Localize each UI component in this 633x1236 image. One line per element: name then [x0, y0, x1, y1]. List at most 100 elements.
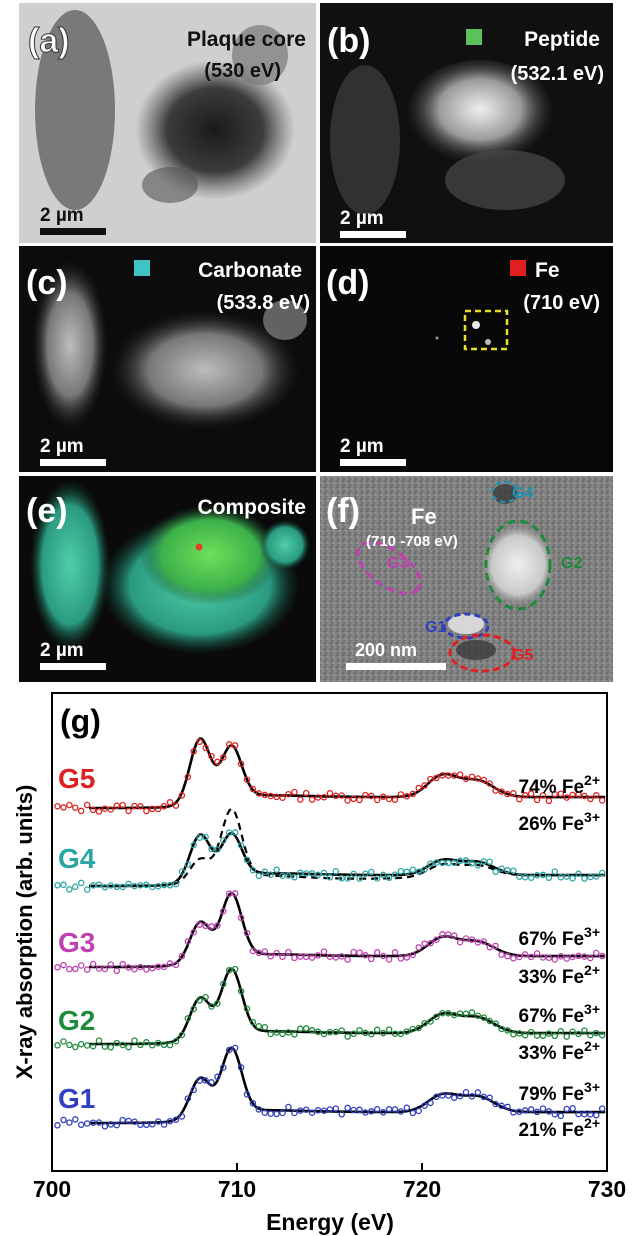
- data-point-g2: [527, 1028, 535, 1036]
- data-point-g5: [356, 796, 363, 804]
- panel-b-particle: [445, 150, 565, 210]
- data-point-g2: [89, 1042, 97, 1050]
- data-point-g5: [474, 775, 482, 782]
- data-point-g5: [107, 806, 115, 813]
- data-point-g1: [172, 1116, 180, 1123]
- data-point-g4: [492, 868, 499, 876]
- data-point-g2: [445, 1010, 452, 1017]
- series-labels: G5 G4 G3 G2 G1: [58, 763, 96, 1114]
- panel-e: (e) Composite 2 µm: [19, 476, 316, 682]
- data-point-g5: [77, 807, 85, 815]
- composition-annotation: 67% Fe3+: [519, 924, 600, 950]
- data-point-g4: [190, 841, 197, 849]
- data-point-g4: [527, 874, 535, 881]
- data-point-g2: [545, 1030, 553, 1037]
- panel-e-fe-spot: [195, 543, 203, 551]
- data-point-g3: [415, 944, 422, 951]
- fit-curve-g1: [89, 1046, 606, 1125]
- data-point-g3: [439, 931, 446, 938]
- data-point-g2: [66, 1041, 73, 1049]
- data-point-g3: [474, 939, 482, 946]
- data-point-g1: [261, 1109, 269, 1116]
- data-point-g4: [326, 874, 334, 881]
- series-label-g2: G2: [58, 1005, 95, 1036]
- data-point-g3: [379, 952, 387, 960]
- panel-d-scale-bar: [340, 459, 406, 466]
- data-point-g2: [403, 1028, 411, 1035]
- data-point-g3: [297, 953, 304, 960]
- data-point-g5: [160, 802, 168, 810]
- data-point-g2: [291, 1031, 298, 1038]
- data-point-g4: [362, 870, 369, 877]
- data-point-g5: [237, 760, 245, 768]
- data-point-g5: [373, 796, 381, 804]
- data-point-g3: [196, 921, 203, 929]
- data-point-g3: [60, 961, 67, 969]
- data-point-g4: [255, 872, 263, 880]
- data-point-g1: [521, 1107, 529, 1114]
- panel-e-particle: [30, 480, 110, 650]
- composition-annotation: 79% Fe3+: [519, 1079, 600, 1105]
- panel-b-swatch: [466, 29, 482, 45]
- data-point-g2: [231, 965, 239, 973]
- data-point-g3: [326, 953, 334, 960]
- data-point-g4: [575, 870, 582, 878]
- data-point-g1: [421, 1102, 428, 1109]
- data-point-g3: [338, 953, 345, 960]
- data-point-g4: [285, 872, 292, 879]
- chart-frame: [51, 692, 608, 1172]
- panel-c-energy: (533.8 eV): [217, 292, 310, 314]
- panel-d-letter: (d): [326, 264, 369, 302]
- data-point-g5: [202, 744, 209, 752]
- data-point-g3: [249, 947, 257, 955]
- data-point-g3: [83, 966, 91, 973]
- data-point-g5: [557, 790, 565, 797]
- data-point-g3: [107, 961, 115, 968]
- data-point-g3: [320, 948, 328, 955]
- data-point-g3: [433, 936, 440, 944]
- data-point-g1: [119, 1116, 126, 1124]
- data-point-g1: [516, 1108, 523, 1116]
- data-point-g5: [468, 773, 476, 780]
- data-point-g2: [72, 1043, 79, 1051]
- data-point-g2: [131, 1037, 138, 1044]
- data-point-g3: [356, 949, 363, 956]
- panel-a-particle: [35, 10, 115, 210]
- panel-e-letter: (e): [26, 492, 68, 530]
- data-point-g1: [362, 1109, 369, 1116]
- panel-c-letter: (c): [26, 264, 68, 302]
- data-point-g5: [433, 774, 440, 782]
- data-point-g4: [445, 859, 452, 867]
- data-point-g5: [385, 795, 393, 803]
- spectra-curves: [54, 737, 606, 1130]
- data-point-g3: [308, 954, 316, 961]
- data-point-g3: [409, 951, 417, 959]
- data-point-g1: [72, 1116, 79, 1123]
- panel-f-label-g3: G3: [387, 555, 408, 572]
- data-point-g1: [60, 1116, 67, 1124]
- data-point-g5: [598, 797, 606, 804]
- data-point-g4: [243, 856, 251, 863]
- data-point-g1: [409, 1109, 417, 1117]
- composition-annotation: 74% Fe2+: [519, 772, 600, 798]
- data-point-g4: [409, 866, 417, 874]
- data-point-g4: [439, 859, 446, 867]
- data-point-g4: [249, 866, 257, 874]
- panel-f-region-g2-bright: [480, 523, 556, 607]
- data-point-g4: [516, 873, 523, 880]
- data-point-g3: [344, 956, 351, 963]
- data-point-g2: [474, 1012, 482, 1019]
- data-point-g5: [569, 791, 576, 799]
- data-point-g3: [575, 952, 582, 960]
- data-point-g1: [468, 1093, 476, 1100]
- data-point-g4: [338, 875, 345, 882]
- data-point-g5: [119, 801, 126, 809]
- data-point-g3: [373, 949, 381, 956]
- data-point-g1: [379, 1109, 387, 1116]
- data-point-g1: [314, 1107, 322, 1114]
- data-point-g2: [60, 1038, 67, 1045]
- data-point-g5: [415, 784, 422, 792]
- data-point-g4: [297, 869, 304, 877]
- data-point-g3: [332, 954, 340, 961]
- data-point-g4: [72, 883, 79, 891]
